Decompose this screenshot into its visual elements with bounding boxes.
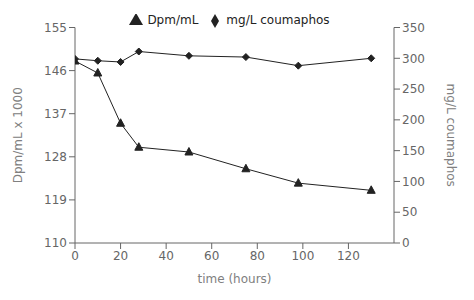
html-text:Dpm/mL: Dpm/mL [147, 13, 199, 27]
svg-text:time (hours): time (hours) [197, 272, 271, 286]
svg-text:80: 80 [250, 249, 265, 263]
svg-text:40: 40 [159, 249, 174, 263]
svg-text:0: 0 [71, 249, 79, 263]
svg-text:0: 0 [402, 236, 410, 250]
svg-text:119: 119 [44, 193, 67, 207]
svg-text:120: 120 [337, 249, 360, 263]
svg-text:150: 150 [402, 144, 425, 158]
svg-text:128: 128 [44, 150, 67, 164]
svg-text:110: 110 [44, 236, 67, 250]
svg-text:mg/L coumaphos: mg/L coumaphos [444, 84, 458, 187]
svg-text:50: 50 [402, 205, 417, 219]
svg-text:155: 155 [44, 21, 67, 35]
svg-text:100: 100 [402, 175, 425, 189]
html-text:mg/L coumaphos: mg/L coumaphos [226, 13, 330, 27]
svg-text:20: 20 [113, 249, 128, 263]
svg-text:146: 146 [44, 64, 67, 78]
svg-text:Dpm/mL x 1000: Dpm/mL x 1000 [11, 87, 25, 183]
svg-text:300: 300 [402, 52, 425, 66]
svg-text:250: 250 [402, 82, 425, 96]
svg-text:60: 60 [204, 249, 219, 263]
svg-text:137: 137 [44, 107, 67, 121]
svg-text:350: 350 [402, 21, 425, 35]
svg-text:100: 100 [291, 249, 314, 263]
svg-text:200: 200 [402, 113, 425, 127]
